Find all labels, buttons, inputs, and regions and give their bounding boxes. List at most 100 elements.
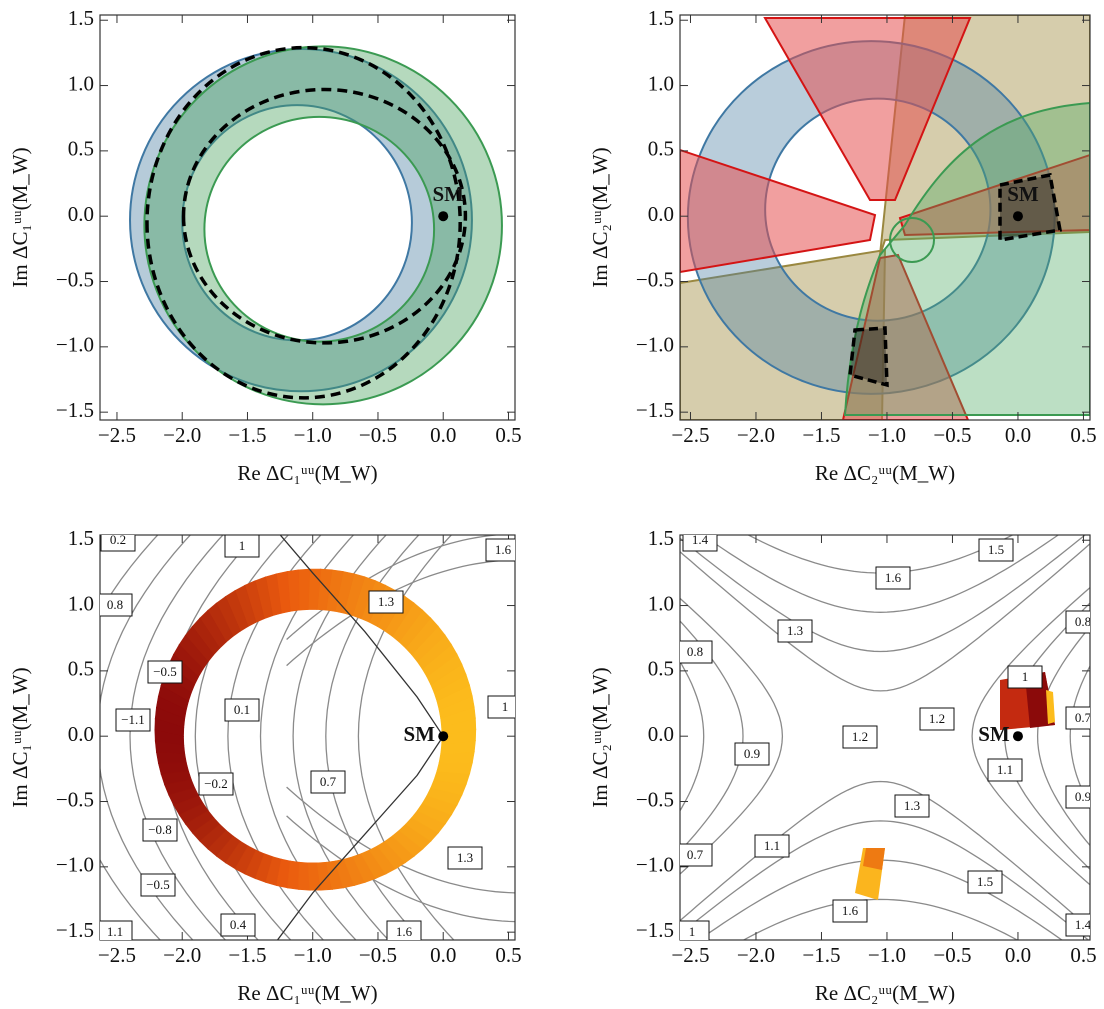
x-tick-label: 0.5: [1070, 943, 1096, 967]
x-tick-label: −0.5: [359, 423, 397, 447]
y-tick-label: −1.0: [56, 333, 94, 357]
region-patch: [1046, 690, 1055, 724]
contour-label: 0.7: [1075, 710, 1092, 725]
sm-label: SM: [432, 182, 464, 206]
region-patch: [863, 848, 885, 870]
contour-labels: 1.4 1.5 1.6 1.3 0.8 0.8 1 1.2 1.2 0.7 0.9 1.1 1.3 0.9…: [680, 535, 1092, 940]
contour-label-box: [224, 535, 260, 558]
contour-label-box: [220, 913, 256, 937]
region-segment: [297, 568, 311, 611]
contour-label: 1.3: [787, 623, 803, 638]
sm-point: [438, 211, 449, 222]
y-tick-label: −1.0: [56, 853, 94, 877]
region-red: [680, 17, 1090, 420]
y-tick-label: 0.0: [648, 202, 674, 226]
contour-line: [286, 786, 515, 894]
x-axis-label: Re ΔC₂ᵘᵘ(M_W): [815, 461, 955, 485]
y-tick-label: −0.5: [636, 267, 674, 291]
contour-line: [680, 597, 784, 875]
plot-area: [100, 535, 515, 940]
x-tick-label: −1.0: [868, 423, 906, 447]
region-combined: [145, 45, 468, 400]
contour-labels: 0.2 1 1.6 0.8 1.3 −0.5 0.1 1 −1.1 −0.2 0.7 −0.8 1.3 −…: [100, 535, 515, 940]
contour-label-box: [919, 707, 955, 731]
contour-label-box: [978, 538, 1014, 562]
plot-area: [680, 15, 1090, 420]
contour-label-box: [1065, 610, 1090, 634]
contour-line: [742, 898, 1019, 940]
y-tick-label: −1.0: [636, 853, 674, 877]
contour-label-box: [682, 535, 718, 552]
x-tick-label: 0.0: [1005, 423, 1031, 447]
x-tick-label: −1.0: [294, 423, 332, 447]
plot-area: [129, 45, 503, 406]
contour-label-box: [142, 818, 178, 842]
y-tick-label: −0.5: [56, 787, 94, 811]
y-tick-label: 0.0: [648, 722, 674, 746]
x-tick-label: −1.0: [294, 943, 332, 967]
contour-line: [680, 620, 744, 853]
contour-label: 1: [502, 699, 509, 714]
region-green-loop: [889, 217, 935, 263]
contour-label-box: [386, 920, 422, 940]
contour-line: [286, 559, 515, 667]
contour-label-box: [198, 772, 234, 796]
x-axis-label: Re ΔC₁ᵘᵘ(M_W): [237, 981, 377, 1005]
contour-label-box: [1065, 785, 1090, 809]
contour-line: [357, 535, 455, 940]
contour-line: [701, 535, 1060, 613]
contour-label-box: [224, 698, 260, 722]
x-tick-label: −1.5: [228, 423, 266, 447]
y-axis-label: Im ΔC₁ᵘᵘ(M_W): [8, 667, 32, 807]
contour-label: 1.6: [495, 542, 512, 557]
region-combined: [848, 172, 1063, 388]
x-tick-label: 0.5: [495, 943, 521, 967]
y-tick-label: 1.5: [68, 6, 94, 30]
plot-frame: [99, 14, 516, 421]
y-axis-label: Im ΔC₂ᵘᵘ(M_W): [588, 147, 612, 287]
sm-label: SM: [978, 722, 1010, 746]
y-tick-label: 1.0: [648, 71, 674, 95]
contour-label: 1.3: [457, 850, 473, 865]
contour-label-box: [777, 619, 813, 643]
contour-label: 0.9: [744, 746, 760, 761]
y-tick-label: 1.5: [648, 6, 674, 30]
x-axis-label: Re ΔC₁ᵘᵘ(M_W): [237, 461, 377, 485]
plot-frame: [679, 14, 1091, 421]
y-tick-label: 1.0: [68, 591, 94, 615]
contour-label-box: [842, 725, 878, 749]
contour-line: [680, 535, 1087, 653]
contour-label-box: [1065, 913, 1090, 937]
contour-label: 0.7: [687, 847, 704, 862]
contour-label: 1.6: [885, 570, 902, 585]
x-tick-label: −2.0: [737, 943, 775, 967]
contour-label: 1.2: [929, 711, 945, 726]
x-tick-label: −1.0: [868, 943, 906, 967]
contour-label: 1.5: [988, 542, 1004, 557]
contour-line: [680, 660, 705, 812]
contour-line: [680, 780, 1090, 930]
x-tick-label: −2.0: [737, 423, 775, 447]
contour-label-box: [100, 593, 133, 617]
contour-label: 0.9: [1075, 789, 1091, 804]
contour-label-box: [680, 640, 713, 664]
y-tick-label: 1.5: [68, 526, 94, 550]
contour-label: 1.1: [997, 762, 1013, 777]
contour-label-box: [894, 794, 930, 818]
x-tick-label: −2.5: [671, 943, 709, 967]
contour-label-box: [1007, 665, 1043, 689]
contour-line: [129, 535, 227, 940]
contour-label: 0.1: [234, 702, 250, 717]
x-tick-label: −0.5: [933, 423, 971, 447]
contour-label: 1.2: [852, 729, 868, 744]
contour-label-box: [487, 695, 515, 719]
y-tick-label: −1.5: [636, 918, 674, 942]
contour-label: 0.8: [107, 597, 123, 612]
x-tick-label: −2.0: [163, 943, 201, 967]
x-tick-label: −1.5: [802, 943, 840, 967]
x-tick-label: −2.5: [671, 423, 709, 447]
contour-label-box: [754, 834, 790, 858]
x-tick-label: −0.5: [359, 943, 397, 967]
y-tick-label: 1.5: [648, 526, 674, 550]
